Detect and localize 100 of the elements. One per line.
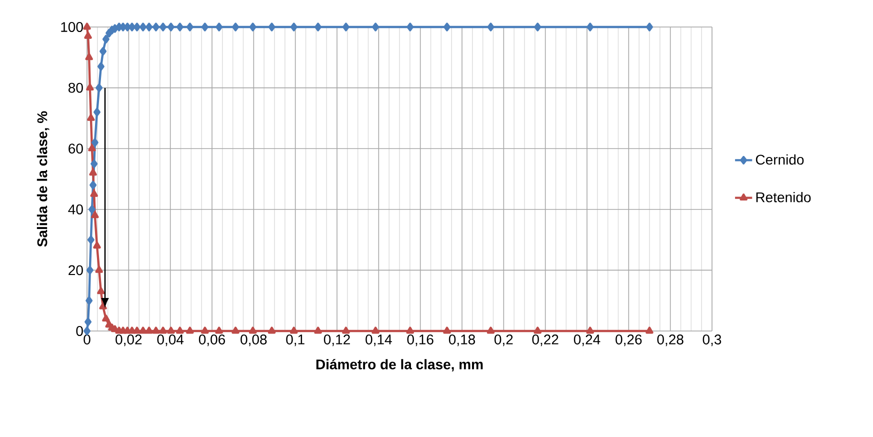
point — [95, 266, 103, 273]
point — [232, 22, 240, 32]
x-tick-label: 0,1 — [286, 334, 304, 346]
y-axis-title: Salida de la clase, % — [36, 111, 50, 247]
point — [134, 22, 140, 32]
point — [97, 62, 104, 71]
point — [84, 32, 92, 39]
point — [146, 22, 153, 32]
point — [249, 22, 256, 32]
point — [160, 22, 167, 32]
point — [152, 326, 160, 334]
point — [90, 180, 97, 190]
point — [248, 326, 257, 334]
point — [534, 22, 542, 32]
point — [87, 114, 95, 121]
point — [145, 326, 153, 334]
point — [372, 22, 380, 32]
point — [487, 22, 494, 32]
x-tick-label: 0,28 — [657, 334, 684, 346]
point — [268, 22, 276, 32]
x-tick-label: 0,12 — [324, 334, 350, 346]
y-tick-label: 40 — [68, 204, 83, 214]
x-tick-label: 0,06 — [198, 334, 226, 346]
point — [176, 326, 184, 334]
point — [90, 190, 98, 197]
point — [176, 22, 184, 32]
y-tick-label: 20 — [68, 265, 83, 276]
point — [94, 108, 100, 116]
point — [290, 22, 298, 32]
x-tick-label: 0,16 — [407, 334, 434, 346]
point — [201, 22, 208, 32]
point — [85, 53, 93, 60]
point — [84, 318, 92, 326]
point — [86, 296, 93, 305]
point — [314, 22, 322, 32]
point — [96, 84, 103, 92]
x-tick-label: 0,22 — [532, 334, 558, 346]
point — [102, 34, 110, 44]
x-tick-label: 0,26 — [616, 334, 642, 346]
point — [100, 47, 107, 56]
point — [646, 22, 653, 32]
point — [167, 326, 175, 334]
point — [139, 326, 147, 334]
point — [201, 326, 209, 334]
point — [167, 22, 174, 32]
point — [290, 326, 298, 334]
point — [215, 326, 223, 334]
point — [86, 266, 94, 274]
point — [91, 211, 99, 218]
point — [87, 236, 94, 244]
y-tick-label: 100 — [61, 22, 83, 32]
point — [486, 326, 495, 334]
point — [586, 22, 594, 32]
point — [133, 326, 141, 334]
x-tick-label: 0,02 — [116, 334, 142, 346]
x-tick-label: 0,18 — [448, 334, 476, 346]
point — [186, 22, 194, 32]
point — [186, 326, 194, 334]
y-tick-label: 0 — [76, 326, 83, 336]
point — [586, 326, 594, 334]
x-tick-label: 0,14 — [366, 334, 392, 346]
point — [102, 314, 110, 322]
legend-label: Cernido — [756, 154, 804, 165]
x-tick-label: 0 — [84, 334, 90, 344]
point — [406, 22, 414, 32]
point — [159, 326, 167, 334]
point — [83, 22, 91, 30]
point — [268, 326, 276, 334]
point — [93, 242, 101, 249]
point — [216, 22, 223, 32]
point — [89, 168, 97, 176]
point — [91, 138, 98, 147]
point — [97, 287, 105, 294]
legend-label: Retenido — [756, 192, 811, 202]
point — [444, 22, 451, 32]
point — [534, 326, 542, 334]
y-tick-label: 60 — [68, 144, 83, 154]
point — [443, 326, 451, 334]
point — [232, 326, 240, 334]
point — [646, 326, 654, 334]
point — [342, 22, 350, 32]
x-axis-title: Diámetro de la clase, mm — [316, 358, 483, 372]
point — [140, 22, 147, 32]
point — [152, 22, 160, 32]
point — [128, 22, 136, 32]
point — [88, 205, 96, 214]
point — [99, 302, 107, 310]
x-tick-label: 0,08 — [240, 334, 267, 346]
point — [406, 326, 414, 334]
x-tick-label: 0,24 — [574, 334, 600, 346]
x-tick-label: 0,3 — [702, 334, 722, 346]
point — [88, 144, 96, 152]
point — [342, 326, 350, 334]
point — [372, 326, 380, 334]
point — [86, 84, 94, 90]
y-tick-label: 80 — [68, 82, 83, 93]
x-tick-label: 0,04 — [157, 334, 184, 346]
point — [90, 160, 98, 168]
x-tick-label: 0,2 — [494, 334, 513, 346]
point — [314, 326, 322, 334]
